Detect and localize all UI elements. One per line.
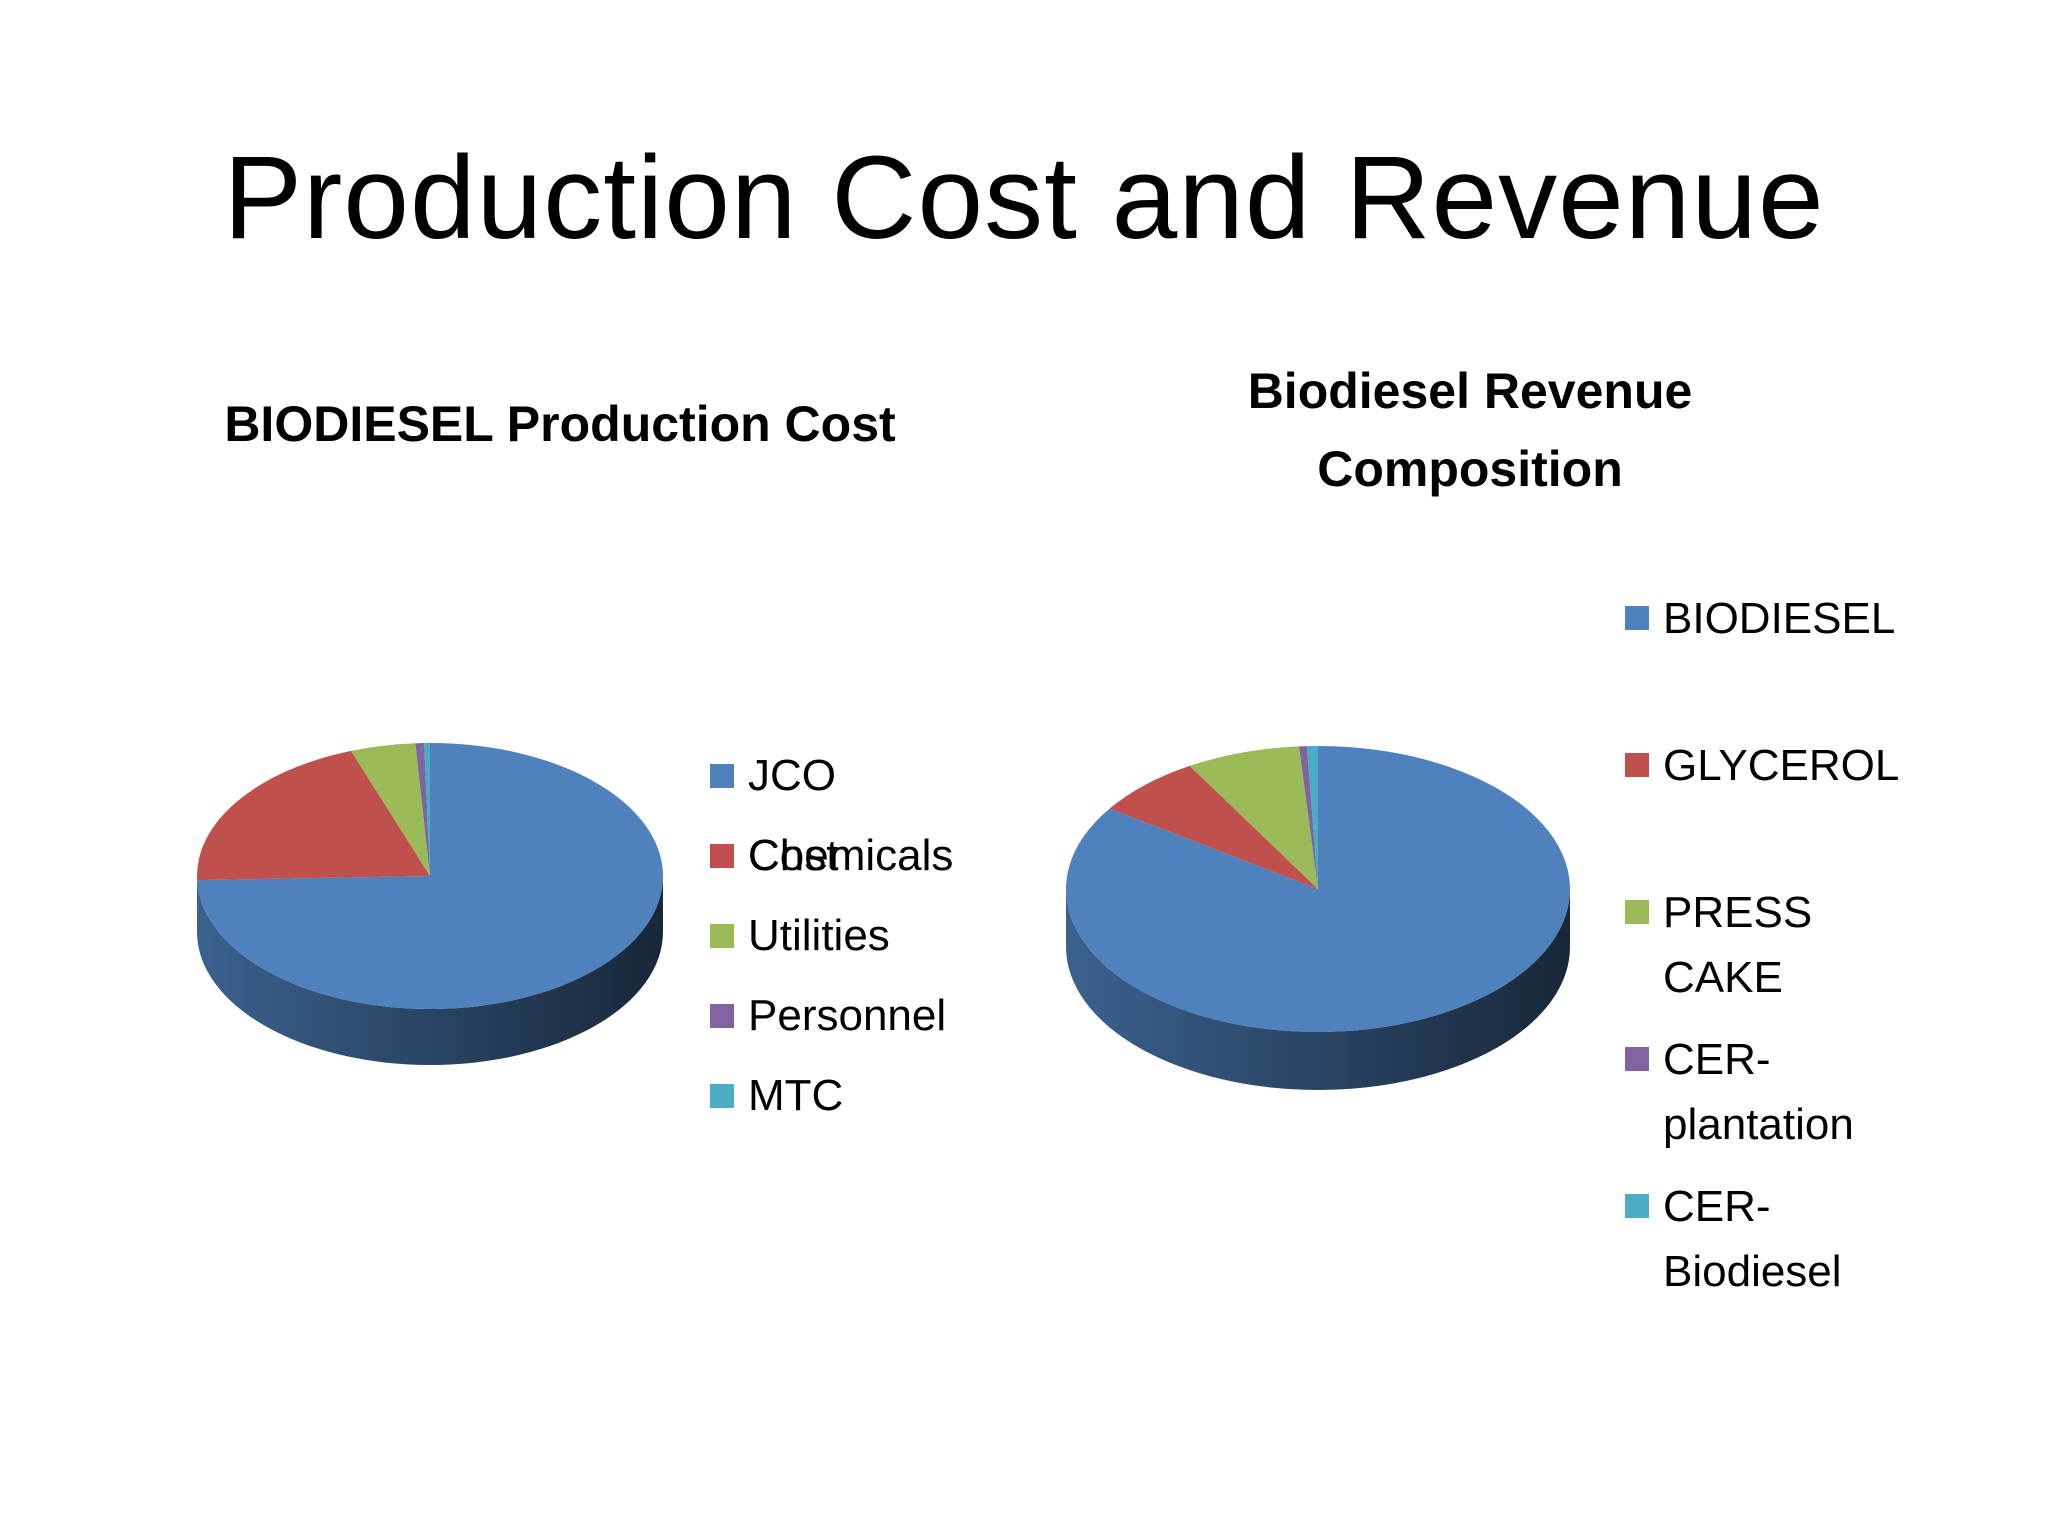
legend-label: Personnel: [748, 991, 947, 1040]
legend-label: MTC: [748, 1071, 844, 1120]
legend-label: CER- Biodiesel: [1663, 1182, 1842, 1296]
pie-slice-biodiesel: [1066, 746, 1571, 1032]
legend-swatch: [710, 924, 734, 948]
legend-label: GLYCEROL: [1663, 741, 1900, 790]
pie-side-wall: [1066, 889, 1570, 1090]
pie-slice-cer-plantation: [1299, 746, 1318, 889]
pie-slice-chemicals: [196, 750, 430, 881]
legend-swatch: [710, 1084, 734, 1108]
chart-title-production-cost: BIODIESEL Production Cost: [224, 396, 896, 452]
legend-label: CER- plantation: [1663, 1035, 1854, 1149]
pie-slice-personnel: [415, 743, 430, 876]
legend-label: Chemicals: [748, 831, 954, 880]
legend-swatch: [1625, 753, 1649, 777]
slide-title: Production Cost and Revenue: [223, 132, 1825, 264]
chart-title-revenue-composition: Biodiesel Revenue Composition: [1247, 363, 1693, 497]
pie-slice-utilities: [351, 743, 430, 876]
pie-2: [1066, 746, 1571, 1090]
pie-slice-mtc: [424, 743, 430, 876]
legend-swatch: [1625, 900, 1649, 924]
pie-slice-press-cake: [1189, 746, 1318, 889]
legend-label: Utilities: [748, 911, 890, 960]
pie-slice-jco-cost: [197, 743, 664, 1010]
pie-1: [196, 743, 664, 1065]
legend-label: BIODIESEL: [1663, 594, 1896, 643]
legend-swatch: [710, 764, 734, 788]
legend-swatch: [1625, 1194, 1649, 1218]
pie-slice-glycerol: [1109, 765, 1318, 889]
pie-side-wall: [197, 876, 663, 1065]
pie-slice-cer-biodiesel: [1306, 746, 1318, 889]
legend-label: JCO Cost: [748, 751, 839, 880]
legend-swatch: [1625, 606, 1649, 630]
legend-swatch: [710, 1004, 734, 1028]
legend-swatch: [1625, 1047, 1649, 1071]
legend-label: PRESS CAKE: [1663, 888, 1813, 1002]
legend-swatch: [710, 844, 734, 868]
